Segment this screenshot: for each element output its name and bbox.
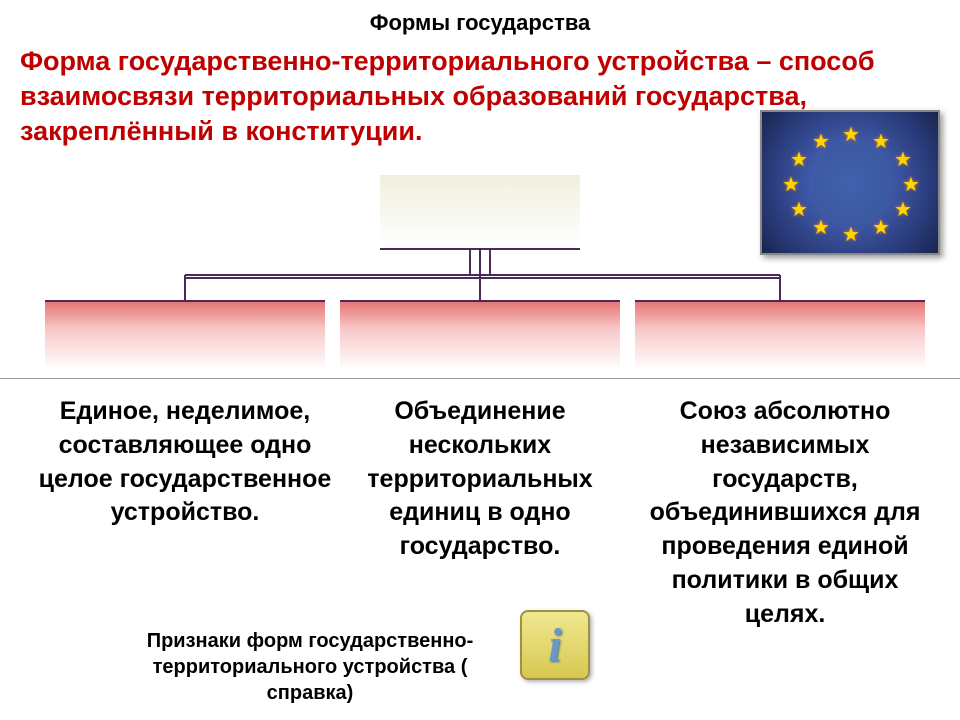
hierarchy-root-box — [380, 175, 580, 250]
eu-star-icon: ★ — [790, 197, 808, 222]
column-2-description: Объединение нескольких территориальных е… — [330, 395, 630, 564]
hierarchy-child-box-1 — [45, 300, 325, 370]
info-glyph: i — [548, 618, 561, 673]
eu-flag-map-image: ★★★★★★★★★★★★ — [760, 110, 940, 255]
hierarchy-child-box-2 — [340, 300, 620, 370]
eu-star-icon: ★ — [842, 222, 860, 247]
info-icon[interactable]: i — [520, 610, 590, 680]
footnote-text: Признаки форм государственно-территориал… — [120, 628, 500, 706]
eu-star-icon: ★ — [790, 147, 808, 172]
eu-star-icon: ★ — [902, 172, 920, 197]
eu-star-icon: ★ — [872, 129, 890, 154]
hierarchy-child-box-3 — [635, 300, 925, 370]
eu-star-icon: ★ — [842, 122, 860, 147]
divider-line — [0, 378, 960, 379]
eu-star-icon: ★ — [894, 197, 912, 222]
eu-star-icon: ★ — [782, 172, 800, 197]
eu-star-icon: ★ — [812, 215, 830, 240]
eu-star-icon: ★ — [894, 147, 912, 172]
column-3-description: Союз абсолютно независимых государств, о… — [635, 395, 935, 631]
eu-star-icon: ★ — [812, 129, 830, 154]
page-title: Формы государства — [0, 0, 960, 36]
column-1-description: Единое, неделимое, составляющее одно цел… — [35, 395, 335, 530]
eu-star-icon: ★ — [872, 215, 890, 240]
